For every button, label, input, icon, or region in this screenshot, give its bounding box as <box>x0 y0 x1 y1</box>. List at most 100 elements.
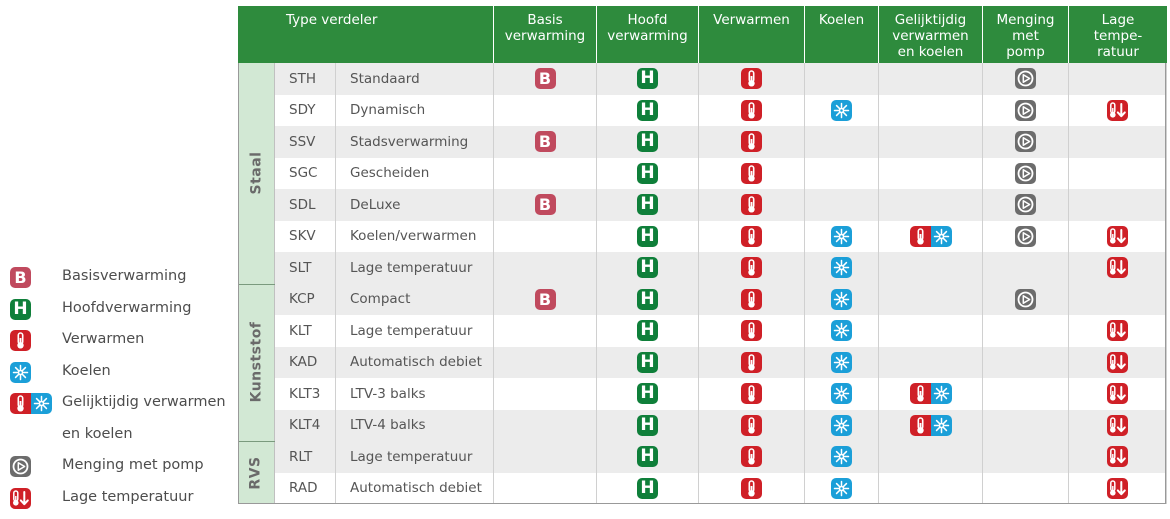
code-cell: SKV <box>275 220 336 253</box>
feature-cell-v <box>699 472 805 505</box>
basisverwarming-icon <box>534 288 556 310</box>
table-row: KLT3 LTV-3 balks <box>238 378 1167 410</box>
feature-cell-b <box>494 94 597 127</box>
code-cell: RLT <box>275 441 336 473</box>
name-cell: Compact <box>336 283 494 316</box>
feature-cell-b <box>494 126 597 158</box>
name-cell: Automatisch debiet <box>336 346 494 379</box>
snowflake-icon <box>831 99 852 121</box>
table-row: SLT Lage temperatuur <box>238 252 1167 284</box>
hoofdverwarming-icon <box>637 131 658 153</box>
thermometer-icon <box>741 414 762 436</box>
snowflake-icon <box>831 414 852 436</box>
feature-cell-k <box>805 409 879 442</box>
feature-cell-l <box>1069 441 1167 473</box>
header-gelijktijdig: Gelijktijdig verwarmen en koelen <box>879 6 983 63</box>
snowflake-icon <box>10 361 31 383</box>
feature-cell-g <box>879 189 983 221</box>
thermometer-icon <box>741 257 762 279</box>
thermometer-icon <box>10 330 31 351</box>
legend-icon-wrap <box>10 487 31 509</box>
feature-cell-v <box>699 220 805 253</box>
name-cell: LTV-4 balks <box>336 409 494 442</box>
hoofdverwarming-icon <box>637 225 658 247</box>
legend-item: Verwarmen <box>8 325 233 357</box>
low-temperature-icon <box>1107 477 1128 499</box>
pump-icon <box>1015 131 1036 153</box>
group-label-kunststof: Kunststof <box>238 283 275 441</box>
table-row: SDY Dynamisch <box>238 94 1167 127</box>
feature-cell-v <box>699 252 805 284</box>
feature-cell-k <box>805 283 879 316</box>
feature-cell-h <box>597 189 699 221</box>
feature-cell-k <box>805 94 879 127</box>
legend-icon-wrap <box>10 330 31 351</box>
pump-icon <box>1015 162 1036 184</box>
feature-cell-g <box>879 220 983 253</box>
name-cell: Standaard <box>336 63 494 95</box>
feature-cell-k <box>805 378 879 410</box>
feature-cell-l <box>1069 409 1167 442</box>
snowflake-icon <box>831 383 852 405</box>
feature-cell-g <box>879 283 983 316</box>
header-basis: Basis verwarming <box>494 6 597 63</box>
feature-cell-k <box>805 252 879 284</box>
pump-icon <box>1015 99 1036 121</box>
snowflake-icon <box>831 288 852 310</box>
feature-cell-m <box>983 441 1069 473</box>
hoofdverwarming-icon <box>637 288 658 310</box>
feature-cell-v <box>699 189 805 221</box>
heat-cool-icon <box>909 414 952 436</box>
legend-icon-wrap <box>10 393 52 414</box>
hoofdverwarming-icon <box>10 298 31 320</box>
snowflake-icon <box>831 446 852 468</box>
legend-icon-wrap <box>10 267 31 288</box>
code-cell: STH <box>275 63 336 95</box>
feature-cell-h <box>597 315 699 347</box>
feature-cell-b <box>494 220 597 253</box>
header-hoofd: Hoofd verwarming <box>597 6 699 63</box>
hoofdverwarming-icon <box>637 162 658 184</box>
feature-cell-m <box>983 157 1069 190</box>
feature-cell-v <box>699 63 805 95</box>
basisverwarming-icon <box>534 68 556 90</box>
hoofdverwarming-icon <box>637 68 658 90</box>
feature-cell-g <box>879 346 983 379</box>
hoofdverwarming-icon <box>637 414 658 436</box>
feature-cell-k <box>805 157 879 190</box>
feature-cell-m <box>983 378 1069 410</box>
feature-cell-v <box>699 441 805 473</box>
feature-cell-h <box>597 63 699 95</box>
heat-cool-icon <box>909 225 952 247</box>
legend-label: Koelen <box>62 362 111 379</box>
feature-cell-g <box>879 441 983 473</box>
table-row: KCP Compact <box>238 283 1167 316</box>
feature-cell-h <box>597 94 699 127</box>
thermometer-icon <box>741 351 762 373</box>
code-cell: SDL <box>275 189 336 221</box>
thermometer-icon <box>741 194 762 216</box>
feature-cell-b <box>494 315 597 347</box>
name-cell: Koelen/verwarmen <box>336 220 494 253</box>
name-cell: Stadsverwarming <box>336 126 494 158</box>
group-label-rvs: RVS <box>238 441 275 504</box>
pump-icon <box>1015 194 1036 216</box>
feature-cell-b <box>494 472 597 505</box>
basisverwarming-icon <box>10 267 31 288</box>
feature-cell-k <box>805 315 879 347</box>
legend-label: Verwarmen <box>62 331 145 347</box>
feature-cell-h <box>597 441 699 473</box>
code-cell: SSV <box>275 126 336 158</box>
legend-item: en koelen <box>8 420 233 452</box>
hoofdverwarming-icon <box>637 257 658 279</box>
snowflake-icon <box>831 351 852 373</box>
feature-cell-k <box>805 472 879 505</box>
feature-cell-v <box>699 315 805 347</box>
snowflake-icon <box>831 257 852 279</box>
thermometer-icon <box>741 162 762 184</box>
feature-cell-b <box>494 441 597 473</box>
table-row: KLT Lage temperatuur <box>238 315 1167 347</box>
legend-label: Lage temperatuur <box>62 488 194 505</box>
legend-label: Hoofdverwarming <box>62 299 192 316</box>
legend-label: Basisverwarming <box>62 268 187 284</box>
